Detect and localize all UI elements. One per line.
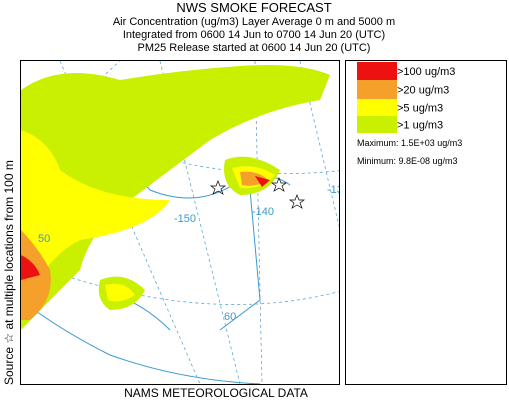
legend-maximum: Maximum: 1.5E+03 ug/m3 <box>357 138 462 148</box>
map-label: -140 <box>252 206 274 218</box>
header-line: Air Concentration (ug/m3) Layer Average … <box>113 16 395 28</box>
map-label: -150 <box>174 213 196 225</box>
map: -150 -140 -130 60 50 <box>20 60 349 385</box>
map-frame <box>20 60 340 385</box>
smoke-5 <box>105 283 135 302</box>
legend-swatch <box>357 99 397 116</box>
legend-label: >20 ug/m3 <box>397 85 449 97</box>
footer: NAMS METEOROLOGICAL DATA <box>124 386 308 400</box>
map-label: 50 <box>38 233 50 245</box>
legend-swatch <box>357 80 397 99</box>
header-line: PM25 Release started at 0600 14 Jun 20 (… <box>138 42 371 54</box>
map-label: 60 <box>224 311 236 323</box>
legend-swatch <box>357 62 397 80</box>
legend: >100 ug/m3 >20 ug/m3 >5 ug/m3 >1 ug/m3 <box>357 62 455 133</box>
header-line: Integrated from 0600 14 Jun to 0700 14 J… <box>123 29 385 41</box>
legend-frame <box>345 60 507 385</box>
legend-label: >5 ug/m3 <box>397 103 443 115</box>
legend-swatch <box>357 116 397 133</box>
legend-label: >1 ug/m3 <box>397 120 443 132</box>
map-labels: -150 -140 -130 60 50 <box>38 184 349 323</box>
smoke-1 <box>21 65 330 330</box>
sources <box>209 177 306 209</box>
smoke-5 <box>21 130 170 320</box>
legend-label: >100 ug/m3 <box>397 66 455 78</box>
legend-minimum: Minimum: 9.8E-08 ug/m3 <box>357 156 458 166</box>
map-label: -130 <box>327 184 349 196</box>
title: NWS SMOKE FORECAST <box>176 0 331 15</box>
side-label: Source ☆ at multiple locations from 100 … <box>2 160 16 385</box>
